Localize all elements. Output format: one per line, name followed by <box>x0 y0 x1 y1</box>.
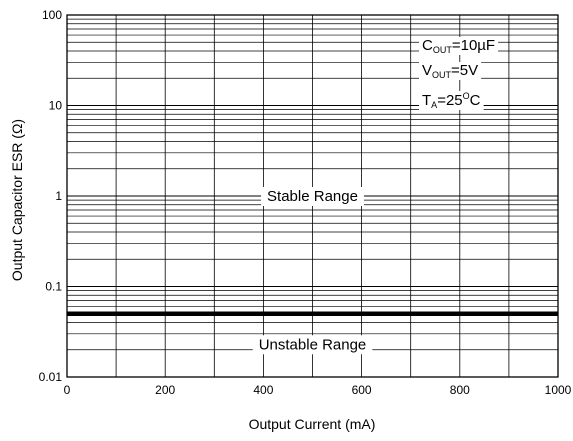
x-axis-label: Output Current (mA) <box>249 416 376 432</box>
x-tick-label: 600 <box>352 383 372 397</box>
condition-label-background <box>419 62 482 80</box>
region-label-background <box>261 187 364 206</box>
y-tick-label: 100 <box>42 8 62 22</box>
y-axis-label: Output Capacitor ESR (Ω) <box>9 119 25 281</box>
region-label: Stable Range <box>267 188 358 205</box>
tick-labels: 0 200 400 600 800 1000 0.01 0.1 1 10 100 <box>39 8 572 397</box>
y-tick-label: 0.1 <box>45 280 62 294</box>
condition-label: COUT=10µF <box>422 37 495 55</box>
x-tick-label: 0 <box>64 383 71 397</box>
region-label-background <box>252 335 373 355</box>
y-tick-label: 0.01 <box>39 370 63 384</box>
condition-label: TA=25OC <box>422 91 481 110</box>
x-tick-label: 200 <box>155 383 175 397</box>
x-tick-label: 800 <box>450 383 470 397</box>
y-tick-label: 1 <box>55 189 62 203</box>
region-labels: Stable Range Unstable Range <box>252 187 373 355</box>
plot-area-border <box>66 14 559 378</box>
condition-label: VOUT=5V <box>422 62 478 80</box>
condition-labels: COUT=10µF VOUT=5V TA=25OC <box>419 37 499 110</box>
region-label: Unstable Range <box>259 336 367 353</box>
condition-label-background <box>419 37 499 55</box>
y-tick-label: 10 <box>49 99 63 113</box>
x-tick-label: 1000 <box>545 383 572 397</box>
x-tick-label: 400 <box>253 383 273 397</box>
condition-label-background <box>419 91 484 110</box>
